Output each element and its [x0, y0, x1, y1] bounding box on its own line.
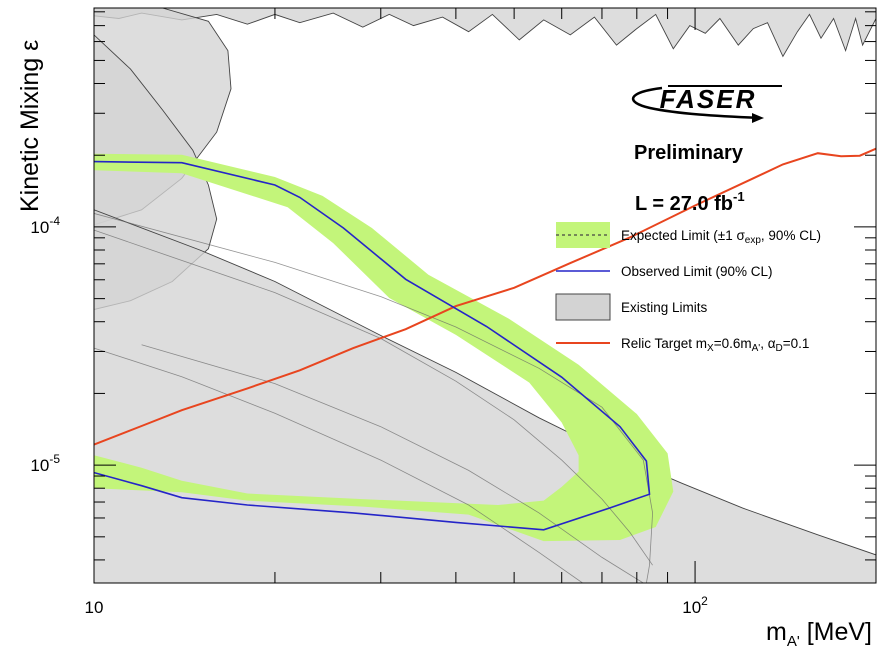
legend-entry-relic: Relic Target mX=0.6mA', αD=0.1: [556, 336, 809, 354]
y-tick-label: 10-4: [30, 214, 60, 237]
legend-entry-expected: Expected Limit (±1 σexp, 90% CL): [556, 222, 821, 248]
series-layer: [94, 147, 876, 531]
faser-logo: FASER: [631, 84, 782, 123]
luminosity-label: L = 27.0 fb-1: [635, 189, 745, 215]
legend-label-observed: Observed Limit (90% CL): [621, 264, 773, 279]
legend-label-expected: Expected Limit (±1 σexp, 90% CL): [621, 228, 821, 246]
plot-area: [94, 8, 876, 583]
existing-line-1: [94, 213, 654, 583]
legend-entry-existing: Existing Limits: [555, 293, 708, 321]
existing-line-4: [141, 344, 644, 583]
existing-region-upper: [94, 8, 876, 58]
faser-logo-swoosh: [631, 86, 761, 120]
axis-tick-labels: 10 102 10-5 10-4: [30, 214, 708, 617]
existing-lines-layer: [94, 213, 654, 583]
y-tick-label: 10-5: [30, 452, 60, 475]
relic-target-line: [94, 147, 876, 446]
expected-band-layer: [94, 153, 674, 542]
legend-entry-observed: Observed Limit (90% CL): [556, 264, 773, 279]
legend-label-existing: Existing Limits: [621, 300, 708, 315]
legend-swatch-existing: [555, 293, 611, 321]
observed-limit-line: [94, 160, 651, 531]
expected-limit-band: [94, 153, 674, 542]
x-axis-title: mA' [MeV]: [766, 618, 872, 650]
axis-ticks: [93, 8, 877, 583]
existing-line-2: [94, 229, 653, 566]
existing-limits-layer: [94, 8, 876, 583]
faser-logo-arrowhead: [752, 113, 764, 123]
x-tick-label: 10: [85, 598, 104, 617]
legend-label-relic: Relic Target mX=0.6mA', αD=0.1: [621, 336, 809, 354]
legend: Expected Limit (±1 σexp, 90% CL) Observe…: [555, 222, 821, 354]
preliminary-label: Preliminary: [634, 142, 744, 164]
x-tick-label: 102: [682, 594, 708, 617]
plot-frame: [93, 7, 877, 584]
faser-logo-text: FASER: [660, 84, 757, 114]
existing-line-3: [94, 347, 583, 583]
y-axis-title: Kinetic Mixing ε: [16, 40, 44, 212]
